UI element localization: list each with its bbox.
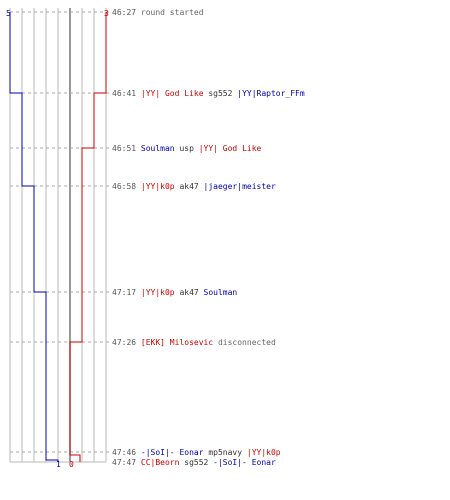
event-player: |YY| God Like xyxy=(141,89,204,98)
event-time: 46:58 xyxy=(112,182,141,191)
event-row: 46:51 Soulman usp |YY| God Like xyxy=(112,144,262,153)
event-player: CC|Beorn xyxy=(141,458,180,467)
event-player: -|SoI|- Eonar xyxy=(213,458,276,467)
grid-lines xyxy=(9,8,107,463)
event-status: disconnected xyxy=(213,338,276,347)
event-time: 47:26 xyxy=(112,338,141,347)
scale-label-bottom-left: 1 xyxy=(56,460,61,469)
event-player: Soulman xyxy=(204,288,238,297)
scale-label-bottom-right: 0 xyxy=(69,460,74,469)
event-player: |YY|k0p xyxy=(141,182,175,191)
event-weapon: ak47 xyxy=(175,182,204,191)
event-time: 46:51 xyxy=(112,144,141,153)
event-time: 46:27 xyxy=(112,8,141,17)
event-weapon: sg552 xyxy=(204,89,238,98)
red-team-step-line xyxy=(69,12,107,462)
event-row: 47:46 -|SoI|- Eonar mp5navy |YY|k0p xyxy=(112,448,281,457)
scale-label-top-right: 3 xyxy=(104,9,109,18)
event-row: 46:27 round started xyxy=(112,8,204,17)
event-row: 47:26 [EKK] Milosevic disconnected xyxy=(112,338,276,347)
event-time: 47:46 xyxy=(112,448,141,457)
event-weapon: ak47 xyxy=(175,288,204,297)
event-weapon: usp xyxy=(175,144,199,153)
event-player: |YY|Raptor_FFm xyxy=(237,89,305,98)
player-count-steps xyxy=(9,12,107,462)
event-player: -|SoI|- Eonar xyxy=(141,448,204,457)
event-time: 47:47 xyxy=(112,458,141,467)
scale-labels: 5 3 1 0 xyxy=(6,9,109,469)
event-weapon: mp5navy xyxy=(204,448,247,457)
event-player: [EKK] Milosevic xyxy=(141,338,213,347)
event-player: |YY|k0p xyxy=(247,448,281,457)
scale-label-top-left: 5 xyxy=(6,9,11,18)
event-row: 47:17 |YY|k0p ak47 Soulman xyxy=(112,288,237,297)
event-status: round started xyxy=(141,8,204,17)
event-row: 46:58 |YY|k0p ak47 |jaeger|meister xyxy=(112,182,276,191)
event-weapon: sg552 xyxy=(179,458,213,467)
event-connectors xyxy=(10,11,109,453)
event-time: 46:41 xyxy=(112,89,141,98)
event-player: Soulman xyxy=(141,144,175,153)
event-player: |YY|k0p xyxy=(141,288,175,297)
event-row: 46:41 |YY| God Like sg552 |YY|Raptor_FFm xyxy=(112,89,305,98)
event-log: 46:27 round started 46:41 |YY| God Like s… xyxy=(112,8,305,467)
event-time: 47:17 xyxy=(112,288,141,297)
event-player: |YY| God Like xyxy=(199,144,262,153)
event-row: 47:47 CC|Beorn sg552 -|SoI|- Eonar xyxy=(112,458,276,467)
blue-team-step-line xyxy=(9,12,59,462)
event-player: |jaeger|meister xyxy=(204,182,276,191)
